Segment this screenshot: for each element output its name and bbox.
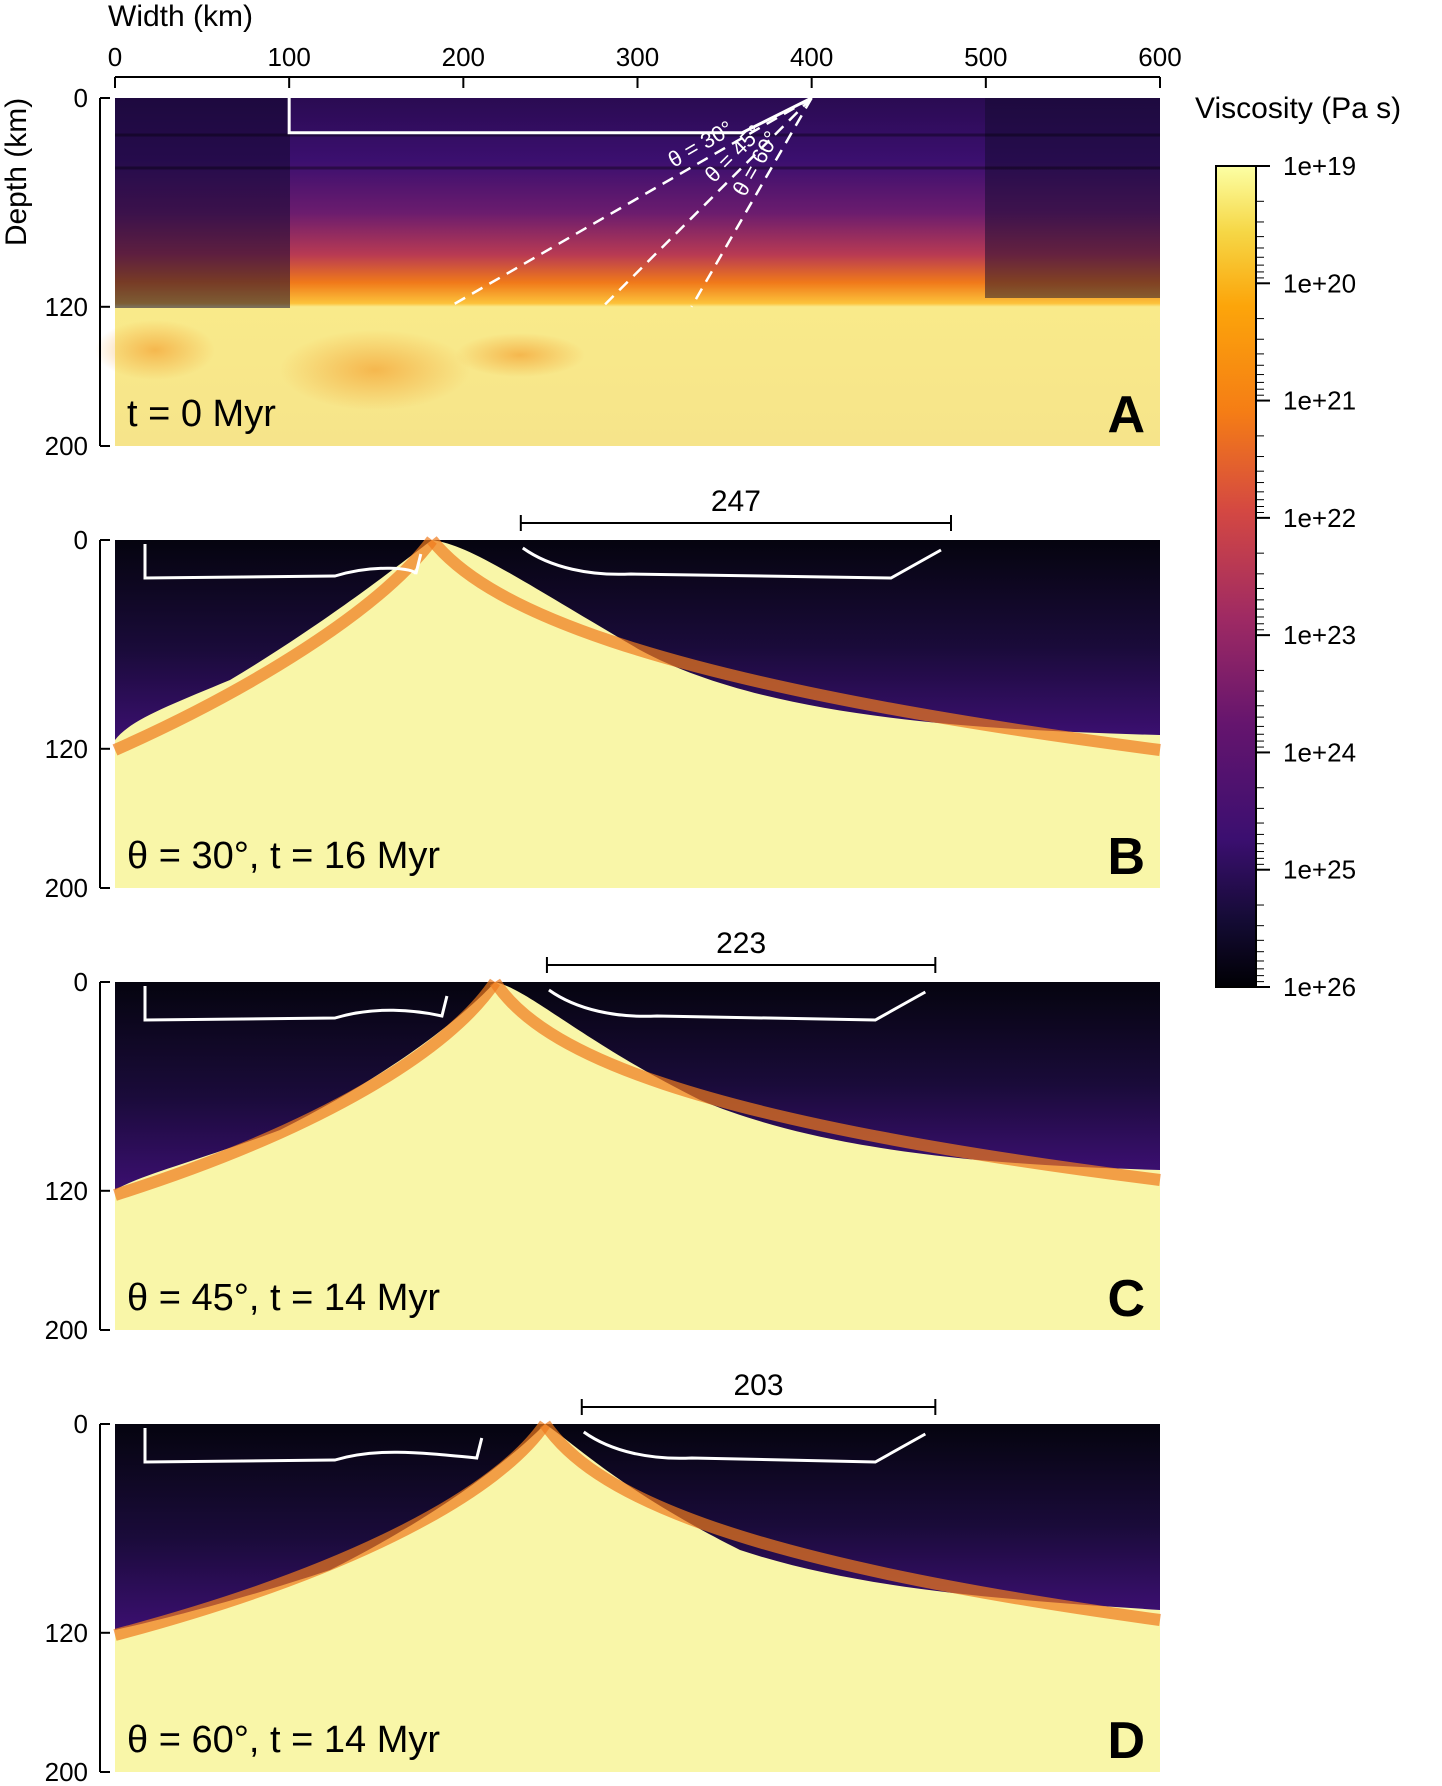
crust-outline: [143, 1428, 484, 1464]
panel-b-lithosphere: [115, 540, 432, 740]
panel-a-hotspot: [280, 330, 470, 410]
panel-b-glow: [427, 536, 1161, 756]
y-tick-label: 200: [45, 1315, 88, 1345]
y-tick-label: 200: [45, 1757, 88, 1786]
panel-letter: D: [1107, 1712, 1145, 1770]
y-tick-label: 120: [45, 1618, 88, 1648]
panel-c-lithosphere: [115, 982, 1160, 1170]
colorbar-tick-label: 1e+25: [1283, 855, 1356, 885]
panel-a-hotspot: [455, 333, 585, 377]
colorbar-title: Viscosity (Pa s): [1195, 92, 1401, 125]
colorbar-tick-label: 1e+24: [1283, 737, 1356, 767]
panel-d-lithosphere: [115, 1424, 1160, 1610]
colorbar-ramp: [1215, 165, 1257, 988]
weak-zone-line: [601, 97, 813, 308]
crust-outline: [582, 1430, 927, 1464]
crust-outline: [143, 986, 449, 1022]
weak-zone-line: [690, 97, 813, 308]
measure-label: 203: [734, 1369, 784, 1402]
panel-a-left-block: [115, 98, 290, 308]
panel-caption: θ = 45°, t = 14 Myr: [127, 1277, 440, 1319]
colorbar-tick-label: 1e+22: [1283, 503, 1356, 533]
y-tick-label: 0: [74, 83, 88, 113]
x-tick-label: 100: [267, 42, 310, 72]
panel-c-glow: [489, 978, 1161, 1186]
panel-caption: t = 0 Myr: [127, 393, 276, 435]
colorbar-tick-label: 1e+20: [1283, 268, 1356, 298]
panel-c-lithosphere: [115, 982, 495, 1190]
colorbar-tick-label: 1e+21: [1283, 386, 1356, 416]
x-tick-label: 400: [790, 42, 833, 72]
y-tick-label: 200: [45, 431, 88, 461]
y-tick-label: 0: [74, 525, 88, 555]
x-tick-label: 0: [108, 42, 122, 72]
panel-caption: θ = 60°, t = 14 Myr: [127, 1719, 440, 1761]
y-tick-label: 0: [74, 1409, 88, 1439]
panel-b-lithosphere: [115, 540, 1160, 735]
y-tick-label: 0: [74, 967, 88, 997]
y-tick-label: 120: [45, 1176, 88, 1206]
colorbar-tick-label: 1e+19: [1283, 151, 1356, 181]
panel-letter: A: [1107, 386, 1145, 444]
panel-a-hotspot: [95, 320, 215, 380]
panel-caption: θ = 30°, t = 16 Myr: [127, 835, 440, 877]
crust-outline: [287, 96, 813, 135]
y-tick-label: 120: [45, 734, 88, 764]
measure-label: 247: [711, 485, 761, 518]
x-tick-label: 300: [616, 42, 659, 72]
y-tick-label: 120: [45, 292, 88, 322]
colorbar-tick-label: 1e+23: [1283, 620, 1356, 650]
crust-outline: [143, 544, 423, 580]
panel-b: Bθ = 30°, t = 16 Myr 247: [112, 485, 1161, 888]
y-tick-label: 200: [45, 873, 88, 903]
x-tick-label: 200: [442, 42, 485, 72]
panel-letter: B: [1107, 828, 1145, 886]
colorbar-tick-label: 1e+26: [1283, 972, 1356, 1002]
panel-c: Cθ = 45°, t = 14 Myr 223: [113, 927, 1161, 1330]
panel-letter: C: [1107, 1270, 1145, 1328]
colorbar: Viscosity (Pa s) 1e+19 1e+20 1e+21 1e+22 1e+…: [1195, 92, 1401, 1002]
x-tick-label: 600: [1138, 42, 1181, 72]
x-axis-title: Width (km): [108, 0, 253, 33]
panel-c-glow: [113, 978, 501, 1201]
panel-d-lithosphere: [115, 1424, 545, 1630]
crust-outline: [521, 546, 942, 580]
y-axis-title: Depth (km): [0, 98, 33, 246]
panel-a-right-block: [985, 98, 1160, 298]
y-axes: 0 120 200 0 120 200 0 120 200 0 120 200: [45, 83, 110, 1786]
x-axis: Width (km) 0 100 200 300 400 500 600: [108, 0, 1182, 88]
x-tick-label: 500: [964, 42, 1007, 72]
panel-d: Dθ = 60°, t = 14 Myr 203: [113, 1369, 1161, 1772]
weak-zone-line: [448, 96, 813, 308]
crust-outline: [548, 988, 927, 1022]
panel-d-glow: [540, 1420, 1161, 1626]
measure-label: 223: [716, 927, 766, 960]
panel-d-glow: [113, 1420, 550, 1641]
